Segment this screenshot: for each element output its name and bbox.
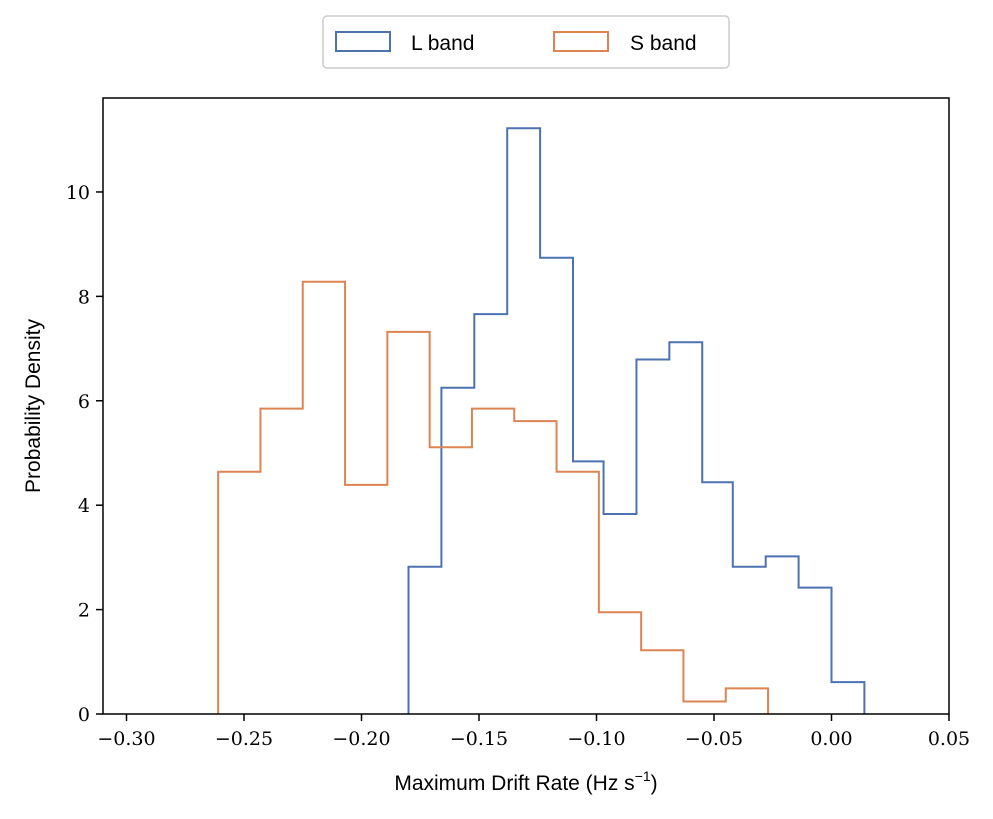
x-axis-label: Maximum Drift Rate (Hz s−1)	[394, 768, 657, 795]
bin-s-band-12	[726, 688, 768, 714]
y-tick-label: 4	[78, 495, 90, 517]
y-tick-label: 8	[78, 286, 90, 308]
legend: L band S band	[322, 15, 730, 69]
legend-swatch-l-band	[335, 31, 391, 52]
x-tick-label: −0.25	[215, 728, 273, 750]
step-outline-l-band	[407, 127, 866, 714]
bin-s-band-2	[303, 282, 345, 714]
legend-label-s-band: S band	[630, 32, 697, 55]
bin-l-band-13	[832, 682, 865, 714]
plot-area	[217, 127, 866, 714]
step-outline-s-band	[217, 280, 770, 714]
bin-s-band-7	[514, 421, 556, 714]
bin-s-band-5	[430, 447, 472, 714]
axes-frame	[102, 97, 950, 715]
bin-s-band-1	[260, 409, 302, 714]
bin-s-band-9	[599, 612, 641, 714]
bin-l-band-12	[799, 588, 832, 714]
series-s-band	[217, 280, 770, 714]
x-tick-label: 0.05	[928, 728, 970, 750]
y-tick-label: 6	[78, 391, 90, 413]
y-tick-label: 0	[78, 704, 90, 726]
bin-s-band-4	[387, 332, 429, 714]
y-axis-ticks: 0 2 4 6 8 10	[66, 182, 103, 726]
bin-l-band-11	[766, 556, 799, 714]
x-axis-label-main: Maximum Drift Rate (Hz s	[394, 772, 634, 795]
x-tick-label: 0.00	[810, 728, 852, 750]
x-tick-label: −0.15	[450, 728, 508, 750]
bin-s-band-10	[641, 650, 683, 714]
x-axis-label-superscript: −1	[635, 768, 651, 784]
x-axis-ticks: −0.30 −0.25 −0.20 −0.15 −0.10 −0.05 0.00 0.05	[97, 714, 970, 750]
legend-frame	[322, 15, 730, 69]
bin-s-band-0	[218, 472, 260, 714]
y-axis-label: Probability Density	[22, 319, 45, 493]
x-tick-label: −0.10	[567, 728, 625, 750]
bin-l-band-9	[702, 482, 733, 714]
x-axis-label-close: )	[651, 772, 658, 795]
x-tick-label: −0.05	[685, 728, 743, 750]
legend-label-l-band: L band	[411, 32, 474, 55]
bin-s-band-3	[345, 485, 387, 714]
y-tick-label: 2	[78, 600, 90, 622]
bin-s-band-6	[472, 409, 514, 714]
y-tick-label: 10	[66, 182, 90, 204]
series-l-band	[407, 127, 866, 714]
x-tick-label: −0.30	[97, 728, 155, 750]
bin-s-band-11	[683, 701, 725, 714]
x-tick-label: −0.20	[332, 728, 390, 750]
bin-s-band-8	[557, 472, 599, 714]
legend-swatch-s-band	[553, 31, 609, 52]
